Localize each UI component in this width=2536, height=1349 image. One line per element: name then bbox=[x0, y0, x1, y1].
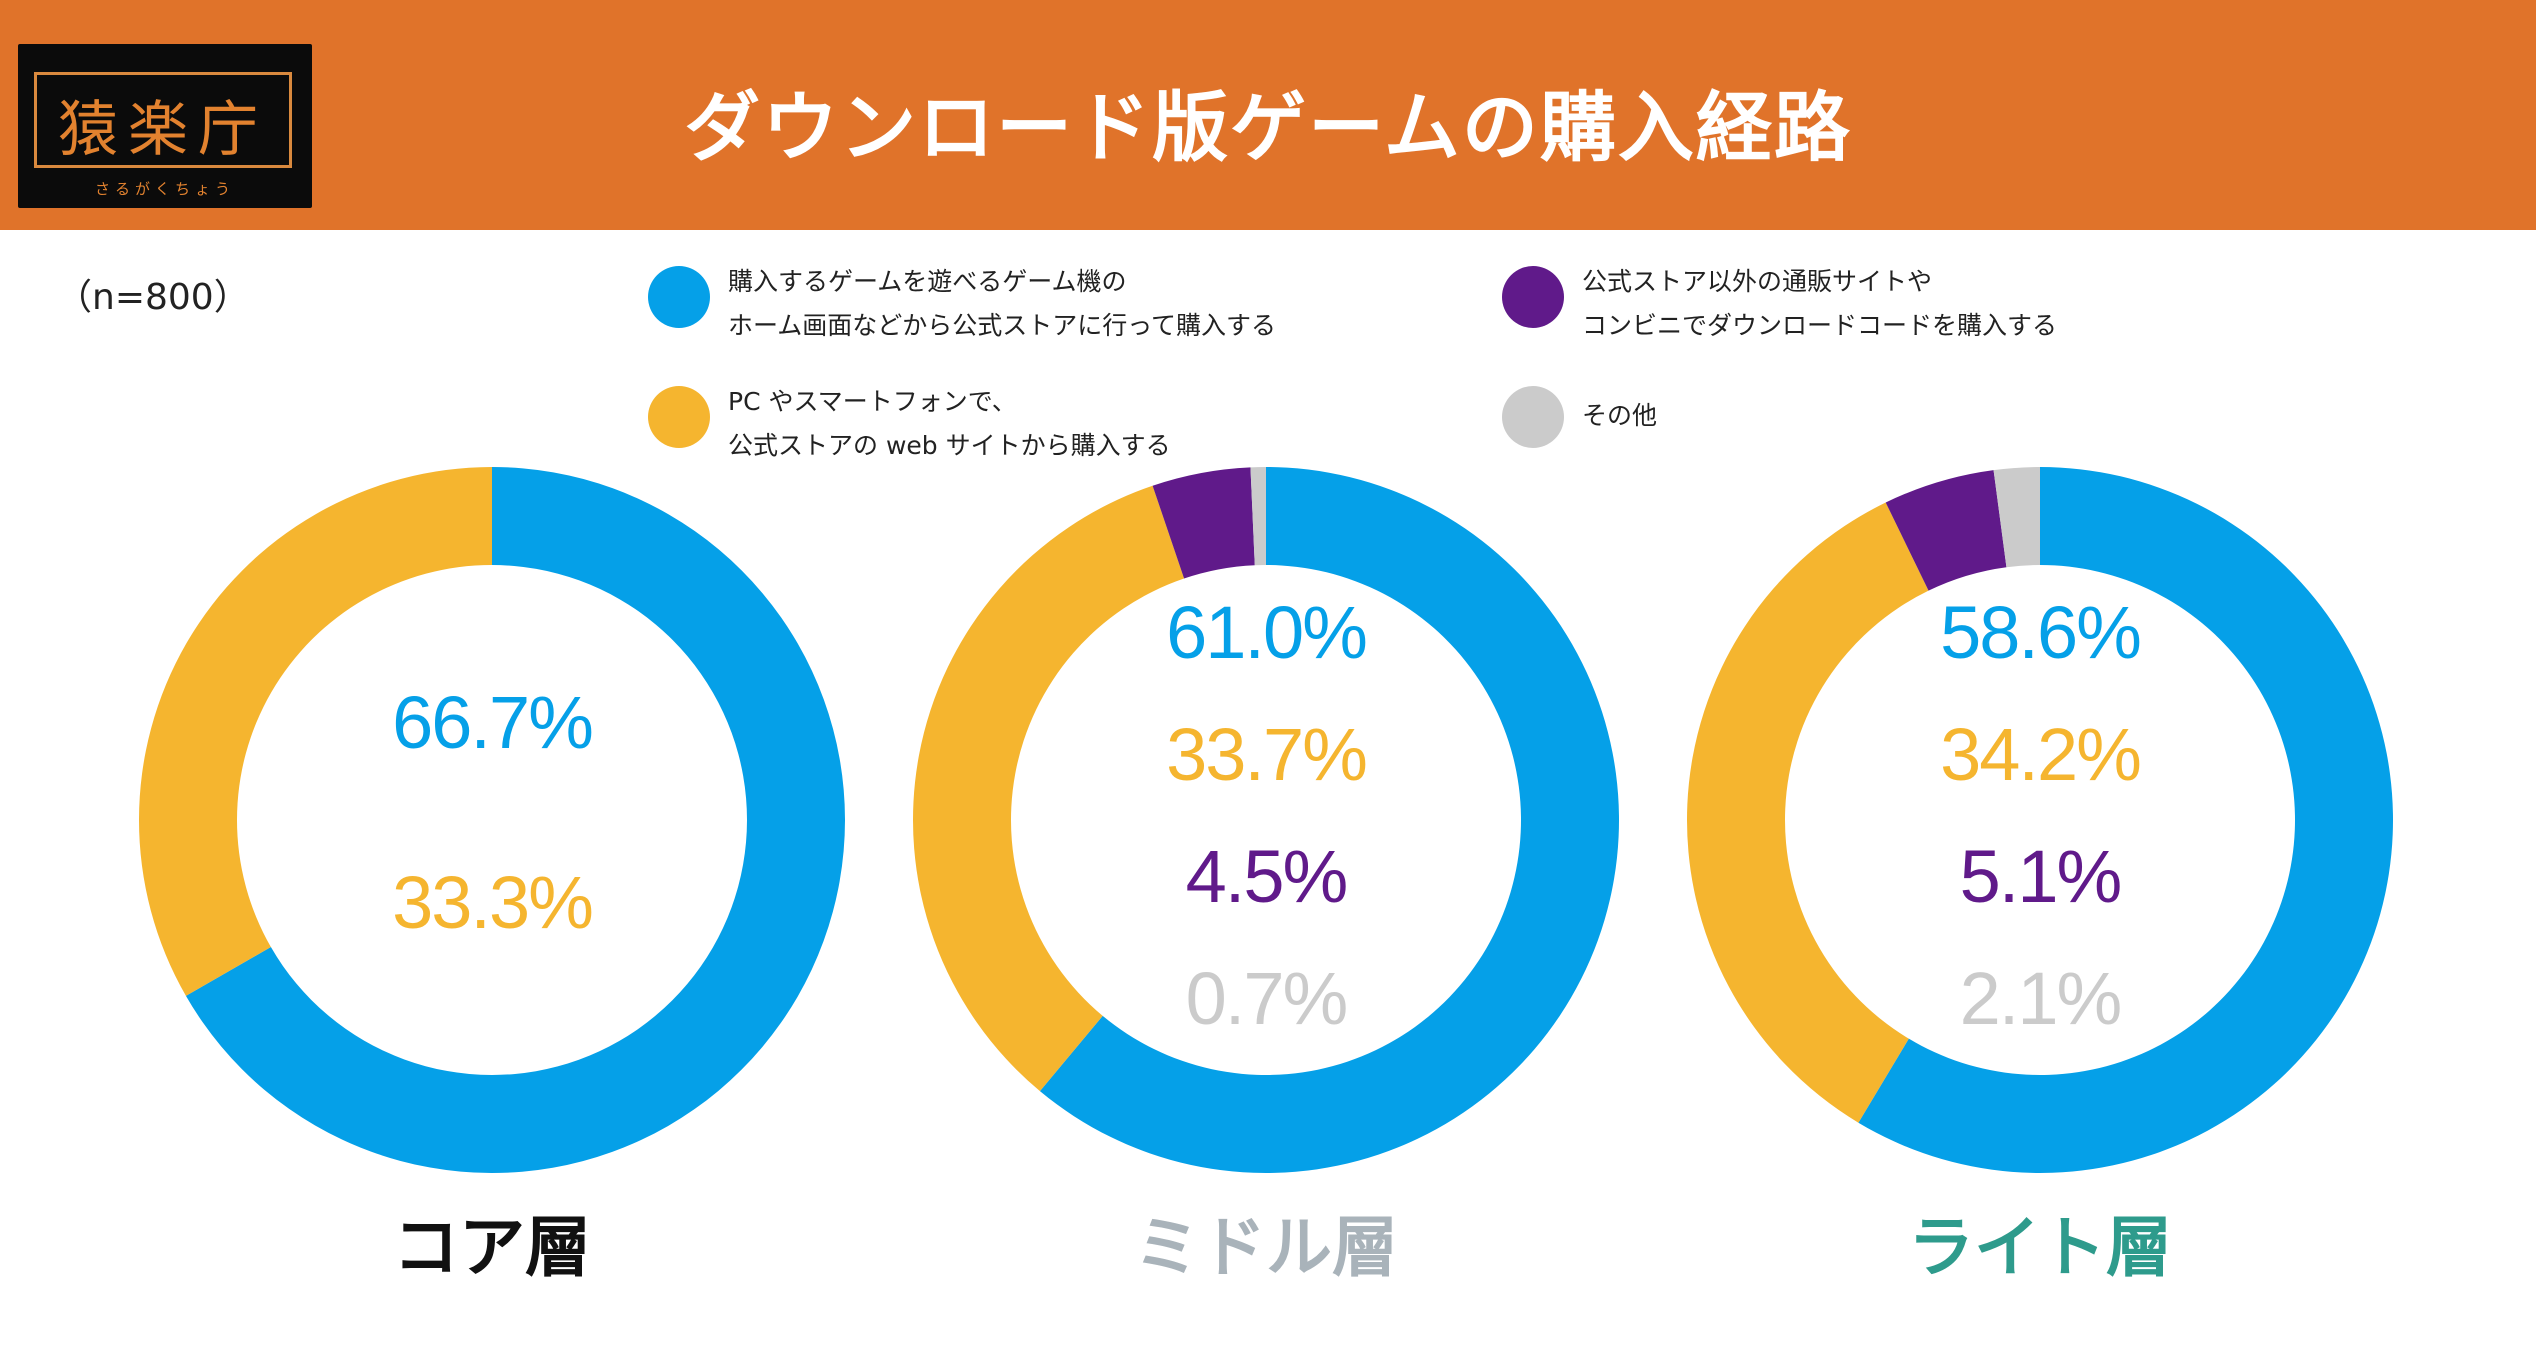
value-label-third-party: 4.5% bbox=[1185, 835, 1349, 918]
value-label-other: 2.1% bbox=[1959, 957, 2123, 1040]
donut-segment-console-store bbox=[1858, 467, 2393, 1173]
sample-size: （n=800） bbox=[56, 277, 250, 318]
legend-label: その他 bbox=[1582, 394, 2142, 438]
value-label-web-store: 34.2% bbox=[1940, 713, 2142, 796]
logo-frame: 猿楽庁 bbox=[34, 72, 292, 168]
donut-segment-console-store bbox=[1039, 467, 1619, 1173]
value-label-web-store: 33.7% bbox=[1166, 713, 1368, 796]
legend-line: ホーム画面などから公式ストアに行って購入する bbox=[728, 311, 1277, 340]
legend-line: その他 bbox=[1582, 401, 1658, 430]
donut-segment-other bbox=[1250, 467, 1266, 566]
header-bar: 猿楽庁 さるがくちょう ダウンロード版ゲームの購入経路 bbox=[0, 0, 2536, 230]
legend-swatch bbox=[648, 266, 710, 328]
donut-segment-third-party bbox=[1152, 467, 1255, 579]
legend-label: 公式ストア以外の通販サイトや コンビニでダウンロードコードを購入する bbox=[1582, 260, 2142, 348]
logo-kana: さるがくちょう bbox=[94, 180, 235, 198]
legend-swatch bbox=[648, 386, 710, 448]
donut-middle bbox=[913, 467, 1619, 1173]
legend-line: 公式ストアの web サイトから購入する bbox=[728, 431, 1171, 460]
legend-swatch bbox=[1502, 386, 1564, 448]
logo: 猿楽庁 さるがくちょう bbox=[18, 44, 312, 208]
donut-segment-web-store bbox=[913, 485, 1185, 1092]
value-label-web-store: 33.3% bbox=[392, 861, 594, 944]
legend-line: PC やスマートフォンで、 bbox=[728, 387, 1017, 416]
legend-label: 購入するゲームを遊べるゲーム機の ホーム画面などから公式ストアに行って購入する bbox=[728, 260, 1288, 348]
donut-segment-third-party bbox=[1885, 470, 2007, 591]
value-label-other: 0.7% bbox=[1185, 957, 1349, 1040]
donut-segment-console-store bbox=[185, 467, 846, 1173]
donut-segment-other bbox=[1993, 467, 2040, 568]
donut-segment-web-store bbox=[138, 467, 492, 996]
tier-label-light: ライト層 bbox=[1908, 1209, 2172, 1286]
legend-line: コンビニでダウンロードコードを購入する bbox=[1582, 311, 2058, 340]
tier-label-middle: ミドル層 bbox=[1134, 1209, 1398, 1286]
legend-label: PC やスマートフォンで、 公式ストアの web サイトから購入する bbox=[728, 380, 1288, 468]
legend-swatch bbox=[1502, 266, 1564, 328]
donut-segment-web-store bbox=[1687, 502, 1929, 1123]
legend-line: 購入するゲームを遊べるゲーム機の bbox=[728, 267, 1127, 296]
value-label-console-store: 66.7% bbox=[392, 681, 594, 764]
value-label-third-party: 5.1% bbox=[1959, 835, 2123, 918]
tier-label-core: コア層 bbox=[393, 1209, 591, 1286]
page-title: ダウンロード版ゲームの購入経路 bbox=[684, 83, 1852, 172]
donut-core bbox=[138, 467, 846, 1173]
value-label-console-store: 61.0% bbox=[1166, 591, 1368, 674]
donut-light bbox=[1687, 467, 2393, 1173]
value-label-console-store: 58.6% bbox=[1940, 591, 2142, 674]
logo-kanji: 猿楽庁 bbox=[58, 95, 268, 165]
legend-line: 公式ストア以外の通販サイトや bbox=[1582, 267, 1933, 296]
